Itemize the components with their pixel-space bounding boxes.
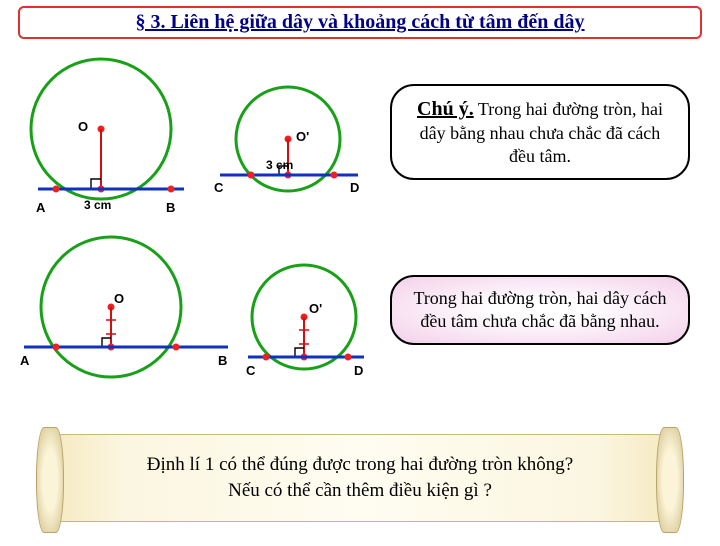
note-box-2: Trong hai đường tròn, hai dây cách đều t…	[390, 275, 690, 346]
label-C-2: C	[246, 363, 256, 378]
label-D-2: D	[354, 363, 363, 378]
row-1: O A B 3 cm O' C D	[0, 47, 720, 217]
note-box-1: Chú ý. Trong hai đường tròn, hai dây bằn…	[390, 84, 690, 181]
section-title-bar: § 3. Liên hệ giữa dây và khoảng cách từ …	[18, 6, 702, 39]
label-B: B	[166, 200, 175, 215]
row-2: O A B O' C	[0, 225, 720, 395]
note2-body: Trong hai đường tròn, hai dây cách đều t…	[413, 288, 666, 331]
label-Oprime-2: O'	[309, 301, 322, 316]
label-B-2: B	[218, 353, 227, 368]
label-O: O	[78, 119, 88, 134]
label-Oprime: O'	[296, 129, 309, 144]
figure-2: O A B O' C	[6, 225, 376, 395]
dim-left: 3 cm	[84, 198, 111, 212]
label-A-2: A	[20, 353, 30, 368]
note1-lead: Chú ý.	[417, 98, 474, 120]
label-C: C	[214, 180, 224, 195]
question-scroll: Định lí 1 có thể đúng được trong hai đườ…	[50, 434, 670, 522]
figure-2-svg: O A B O' C	[6, 225, 376, 395]
dim-right: 3 cm	[266, 158, 293, 172]
label-O-2: O	[114, 291, 124, 306]
question-line1: Định lí 1 có thể đúng được trong hai đườ…	[147, 454, 573, 475]
figure-1: O A B 3 cm O' C D	[6, 47, 376, 217]
question-line2: Nếu có thể cần thêm điều kiện gì ?	[228, 480, 492, 501]
question-text: Định lí 1 có thể đúng được trong hai đườ…	[147, 452, 573, 503]
figure-1-svg: O A B 3 cm O' C D	[6, 47, 376, 217]
label-D: D	[350, 180, 359, 195]
section-title: § 3. Liên hệ giữa dây và khoảng cách từ …	[135, 11, 584, 33]
label-A: A	[36, 200, 46, 215]
